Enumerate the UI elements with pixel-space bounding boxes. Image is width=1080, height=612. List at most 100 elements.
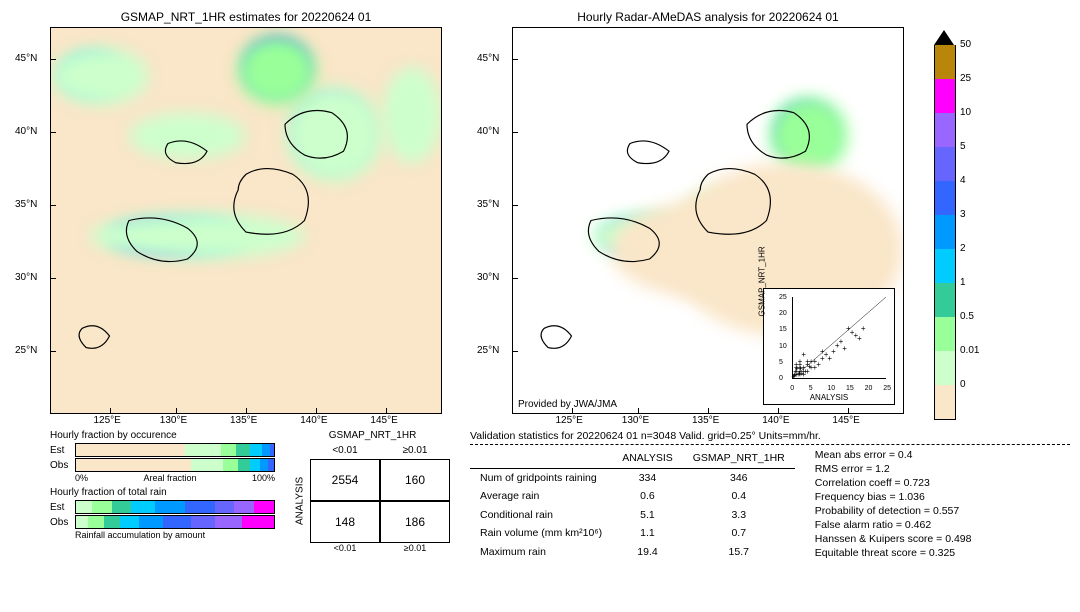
- colorbar-tick: 0: [960, 379, 966, 390]
- rain-obs-bar: [75, 515, 275, 529]
- fraction-segment: [254, 501, 274, 513]
- validation-title: Validation statistics for 20220624 01 n=…: [470, 430, 1070, 445]
- rain-group: Hourly fraction of total rain Est Obs Ra…: [50, 487, 275, 540]
- scatter-inset: ++++++++++++++++++++++++++++++++++++++++…: [763, 288, 895, 405]
- fraction-segment: [236, 444, 250, 456]
- row-v1: 0.6: [612, 487, 683, 505]
- fraction-segment: [76, 501, 92, 513]
- rain-blob: [129, 113, 246, 159]
- fraction-segment: [242, 516, 274, 528]
- fraction-segment: [234, 501, 254, 513]
- fraction-segment: [221, 444, 237, 456]
- row-v2: 0.7: [683, 524, 795, 542]
- x-axis-label: 135°E: [692, 415, 719, 426]
- colorbar-segment: 0.5: [934, 317, 956, 351]
- scatter-point: +: [839, 337, 844, 346]
- rain-blob: [285, 86, 383, 182]
- colorbar-tick: 1: [960, 277, 966, 288]
- rain-est-row: Est: [50, 500, 275, 514]
- fraction-segment: [88, 516, 104, 528]
- validation-panel: Validation statistics for 20220624 01 n=…: [470, 430, 1070, 561]
- colorbar-tick: 5: [960, 141, 966, 152]
- stat-line: Correlation coeff = 0.723: [815, 477, 972, 489]
- stat-line: Hanssen & Kuipers score = 0.498: [815, 533, 972, 545]
- colorbar-segment: 3: [934, 215, 956, 249]
- occurrence-est-bar: [75, 443, 275, 457]
- y-axis-label: 45°N: [15, 53, 37, 64]
- colorbar-segment: 1: [934, 283, 956, 317]
- contingency-cell: 160: [380, 459, 450, 501]
- occurrence-group: Hourly fraction by occurence Est Obs 0% …: [50, 430, 275, 483]
- rain-title: Hourly fraction of total rain: [50, 487, 275, 498]
- y-axis-label: 40°N: [15, 126, 37, 137]
- x-axis-label: 135°E: [230, 415, 257, 426]
- colorbar-segment: 50: [934, 45, 956, 79]
- colorbar-tick: 2: [960, 243, 966, 254]
- rain-blob: [90, 213, 305, 259]
- fraction-segment: [250, 444, 262, 456]
- fraction-segment: [191, 459, 223, 471]
- fraction-segment: [238, 459, 250, 471]
- y-axis-label: 30°N: [15, 272, 37, 283]
- contingency-ylabel: ANALYSIS: [290, 459, 310, 543]
- map2-inner: Provided by JWA/JMA ++++++++++++++++++++…: [513, 28, 903, 413]
- fraction-segment: [191, 516, 215, 528]
- colorbar-segment: 25: [934, 79, 956, 113]
- row-label: Rain volume (mm km²10⁶): [470, 524, 612, 542]
- colorbar-segment: 4: [934, 181, 956, 215]
- x-axis-label: 140°E: [300, 415, 327, 426]
- scatter-xlabel: ANALYSIS: [764, 393, 894, 402]
- fraction-segment: [131, 501, 155, 513]
- table-row: Average rain0.60.4: [470, 487, 795, 505]
- row-label: Conditional rain: [470, 506, 612, 524]
- fraction-segment: [262, 444, 270, 456]
- stat-line: False alarm ratio = 0.462: [815, 519, 972, 531]
- colorbar-tick: 4: [960, 175, 966, 186]
- scatter-plot: ++++++++++++++++++++++++++++++++++++++++…: [792, 297, 886, 379]
- contingency-grid: <0.01 ≥0.01 ANALYSIS 2554 160 148 186: [290, 441, 455, 543]
- x-axis-label: 125°E: [94, 415, 121, 426]
- stat-line: Probability of detection = 0.557: [815, 505, 972, 517]
- table-row: Conditional rain5.13.3: [470, 506, 795, 524]
- stat-line: Mean abs error = 0.4: [815, 449, 972, 461]
- rain-est-bar: [75, 500, 275, 514]
- contingency-col2: ≥0.01: [380, 441, 450, 459]
- colorbar-segment: 0.01: [934, 351, 956, 385]
- est-label: Est: [50, 502, 75, 513]
- table-row: Num of gridpoints raining334346: [470, 468, 795, 487]
- scatter-ytick: 0: [779, 375, 783, 382]
- row-v1: 19.4: [612, 543, 683, 562]
- map2-panel: Hourly Radar-AMeDAS analysis for 2022062…: [512, 10, 904, 420]
- fraction-segment: [92, 501, 112, 513]
- scatter-point: +: [853, 331, 858, 340]
- colorbar-tick: 50: [960, 39, 971, 50]
- fraction-segment: [270, 444, 274, 456]
- y-axis-label: 30°N: [477, 272, 499, 283]
- map2-title: Hourly Radar-AMeDAS analysis for 2022062…: [512, 10, 904, 24]
- scatter-point: +: [807, 362, 812, 371]
- fraction-segment: [215, 501, 235, 513]
- contingency-col1: <0.01: [310, 441, 380, 459]
- y-axis-label: 40°N: [477, 126, 499, 137]
- map1-title: GSMAP_NRT_1HR estimates for 20220624 01: [50, 10, 442, 24]
- fraction-segment: [260, 459, 268, 471]
- scatter-ylabel: GSMAP_NRT_1HR: [758, 246, 767, 316]
- colorbar-tick: 3: [960, 209, 966, 220]
- row-label: Average rain: [470, 487, 612, 505]
- scatter-point: +: [861, 324, 866, 333]
- y-axis-label: 35°N: [477, 199, 499, 210]
- scatter-point: +: [798, 364, 803, 373]
- layout: GSMAP_NRT_1HR estimates for 20220624 01 …: [10, 10, 1070, 561]
- val-h1: ANALYSIS: [612, 449, 683, 468]
- table-row: Rain volume (mm km²10⁶)1.10.7: [470, 524, 795, 542]
- fraction-segment: [104, 516, 120, 528]
- contingency-cell: 148: [310, 501, 380, 543]
- provider-label: Provided by JWA/JMA: [518, 399, 617, 410]
- row-v2: 3.3: [683, 506, 795, 524]
- stats-column: Mean abs error = 0.4 RMS error = 1.2 Corre…: [815, 449, 972, 561]
- fraction-segment: [250, 459, 260, 471]
- map2-box: Provided by JWA/JMA ++++++++++++++++++++…: [512, 27, 904, 414]
- fraction-segment: [76, 444, 185, 456]
- stat-line: RMS error = 1.2: [815, 463, 972, 475]
- scatter-xtick: 10: [827, 385, 835, 392]
